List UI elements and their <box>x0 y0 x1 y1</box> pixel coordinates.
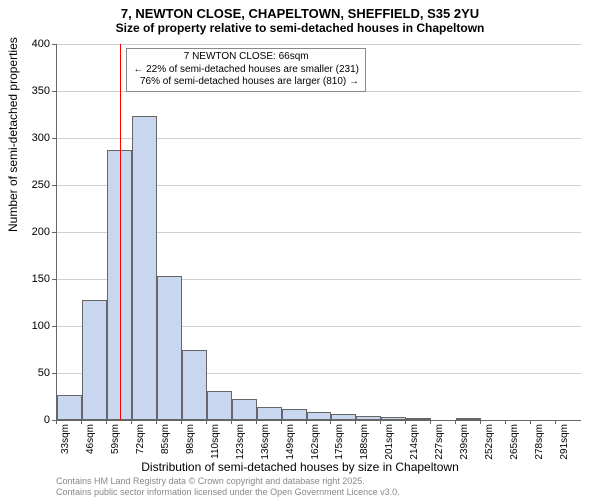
x-tick-mark <box>306 420 307 424</box>
x-tick-mark <box>555 420 556 424</box>
y-tick-label: 50 <box>10 367 50 379</box>
annotation-line3: 76% of semi-detached houses are larger (… <box>133 76 359 89</box>
chart-container: 7, NEWTON CLOSE, CHAPELTOWN, SHEFFIELD, … <box>0 0 600 500</box>
x-tick-mark <box>81 420 82 424</box>
y-tick-mark <box>52 138 56 139</box>
x-tick-label: 239sqm <box>459 424 470 464</box>
x-tick-label: 188sqm <box>359 424 370 464</box>
plot-area: 7 NEWTON CLOSE: 66sqm← 22% of semi-detac… <box>56 44 581 421</box>
y-tick-label: 150 <box>10 273 50 285</box>
histogram-bar <box>456 418 481 420</box>
histogram-bar <box>356 416 381 420</box>
x-tick-label: 98sqm <box>185 424 196 464</box>
histogram-bar <box>57 395 82 420</box>
histogram-bar <box>307 412 332 420</box>
histogram-bar <box>232 399 257 420</box>
x-tick-label: 136sqm <box>260 424 271 464</box>
y-tick-mark <box>52 373 56 374</box>
histogram-bar <box>257 407 282 420</box>
x-tick-mark <box>330 420 331 424</box>
x-tick-label: 33sqm <box>60 424 71 464</box>
footer-line2: Contains public sector information licen… <box>56 487 400 498</box>
histogram-bar <box>157 276 182 420</box>
x-tick-mark <box>455 420 456 424</box>
x-tick-label: 46sqm <box>85 424 96 464</box>
histogram-bar <box>406 418 431 420</box>
x-tick-mark <box>380 420 381 424</box>
histogram-bar <box>282 409 307 420</box>
chart-title-sub: Size of property relative to semi-detach… <box>0 21 600 37</box>
x-tick-mark <box>405 420 406 424</box>
y-tick-label: 100 <box>10 320 50 332</box>
annotation-line1: 7 NEWTON CLOSE: 66sqm <box>133 51 359 64</box>
histogram-bar <box>381 417 406 420</box>
x-tick-mark <box>231 420 232 424</box>
x-tick-label: 175sqm <box>334 424 345 464</box>
x-tick-mark <box>106 420 107 424</box>
x-tick-label: 201sqm <box>384 424 395 464</box>
histogram-bar <box>182 350 207 421</box>
histogram-bar <box>82 300 107 420</box>
x-tick-label: 265sqm <box>509 424 520 464</box>
y-axis-label: Number of semi-detached properties <box>6 37 20 232</box>
x-tick-mark <box>530 420 531 424</box>
x-tick-mark <box>480 420 481 424</box>
annotation-box: 7 NEWTON CLOSE: 66sqm← 22% of semi-detac… <box>126 48 366 92</box>
x-tick-label: 72sqm <box>135 424 146 464</box>
x-tick-label: 227sqm <box>434 424 445 464</box>
x-tick-mark <box>430 420 431 424</box>
x-tick-label: 162sqm <box>310 424 321 464</box>
x-tick-mark <box>156 420 157 424</box>
y-tick-mark <box>52 279 56 280</box>
histogram-bar <box>132 116 157 420</box>
y-tick-mark <box>52 326 56 327</box>
property-marker-line <box>120 44 121 420</box>
x-tick-label: 110sqm <box>210 424 221 464</box>
footer-line1: Contains HM Land Registry data © Crown c… <box>56 476 400 487</box>
y-tick-mark <box>52 185 56 186</box>
x-tick-label: 252sqm <box>484 424 495 464</box>
grid-line <box>57 44 581 45</box>
x-tick-label: 278sqm <box>534 424 545 464</box>
x-tick-mark <box>131 420 132 424</box>
x-tick-label: 59sqm <box>110 424 121 464</box>
x-tick-mark <box>281 420 282 424</box>
x-tick-mark <box>56 420 57 424</box>
y-tick-mark <box>52 44 56 45</box>
histogram-bar <box>207 391 232 420</box>
histogram-bar <box>331 414 356 420</box>
x-tick-label: 149sqm <box>285 424 296 464</box>
x-tick-label: 123sqm <box>235 424 246 464</box>
annotation-line2: ← 22% of semi-detached houses are smalle… <box>133 64 359 77</box>
x-tick-label: 214sqm <box>409 424 420 464</box>
x-tick-mark <box>256 420 257 424</box>
x-tick-mark <box>355 420 356 424</box>
chart-title-main: 7, NEWTON CLOSE, CHAPELTOWN, SHEFFIELD, … <box>0 0 600 21</box>
y-tick-mark <box>52 232 56 233</box>
x-axis-label: Distribution of semi-detached houses by … <box>0 460 600 474</box>
footer: Contains HM Land Registry data © Crown c… <box>56 476 400 498</box>
x-tick-mark <box>206 420 207 424</box>
y-tick-label: 0 <box>10 414 50 426</box>
x-tick-mark <box>181 420 182 424</box>
y-tick-mark <box>52 91 56 92</box>
x-tick-mark <box>505 420 506 424</box>
x-tick-label: 291sqm <box>559 424 570 464</box>
x-tick-label: 85sqm <box>160 424 171 464</box>
